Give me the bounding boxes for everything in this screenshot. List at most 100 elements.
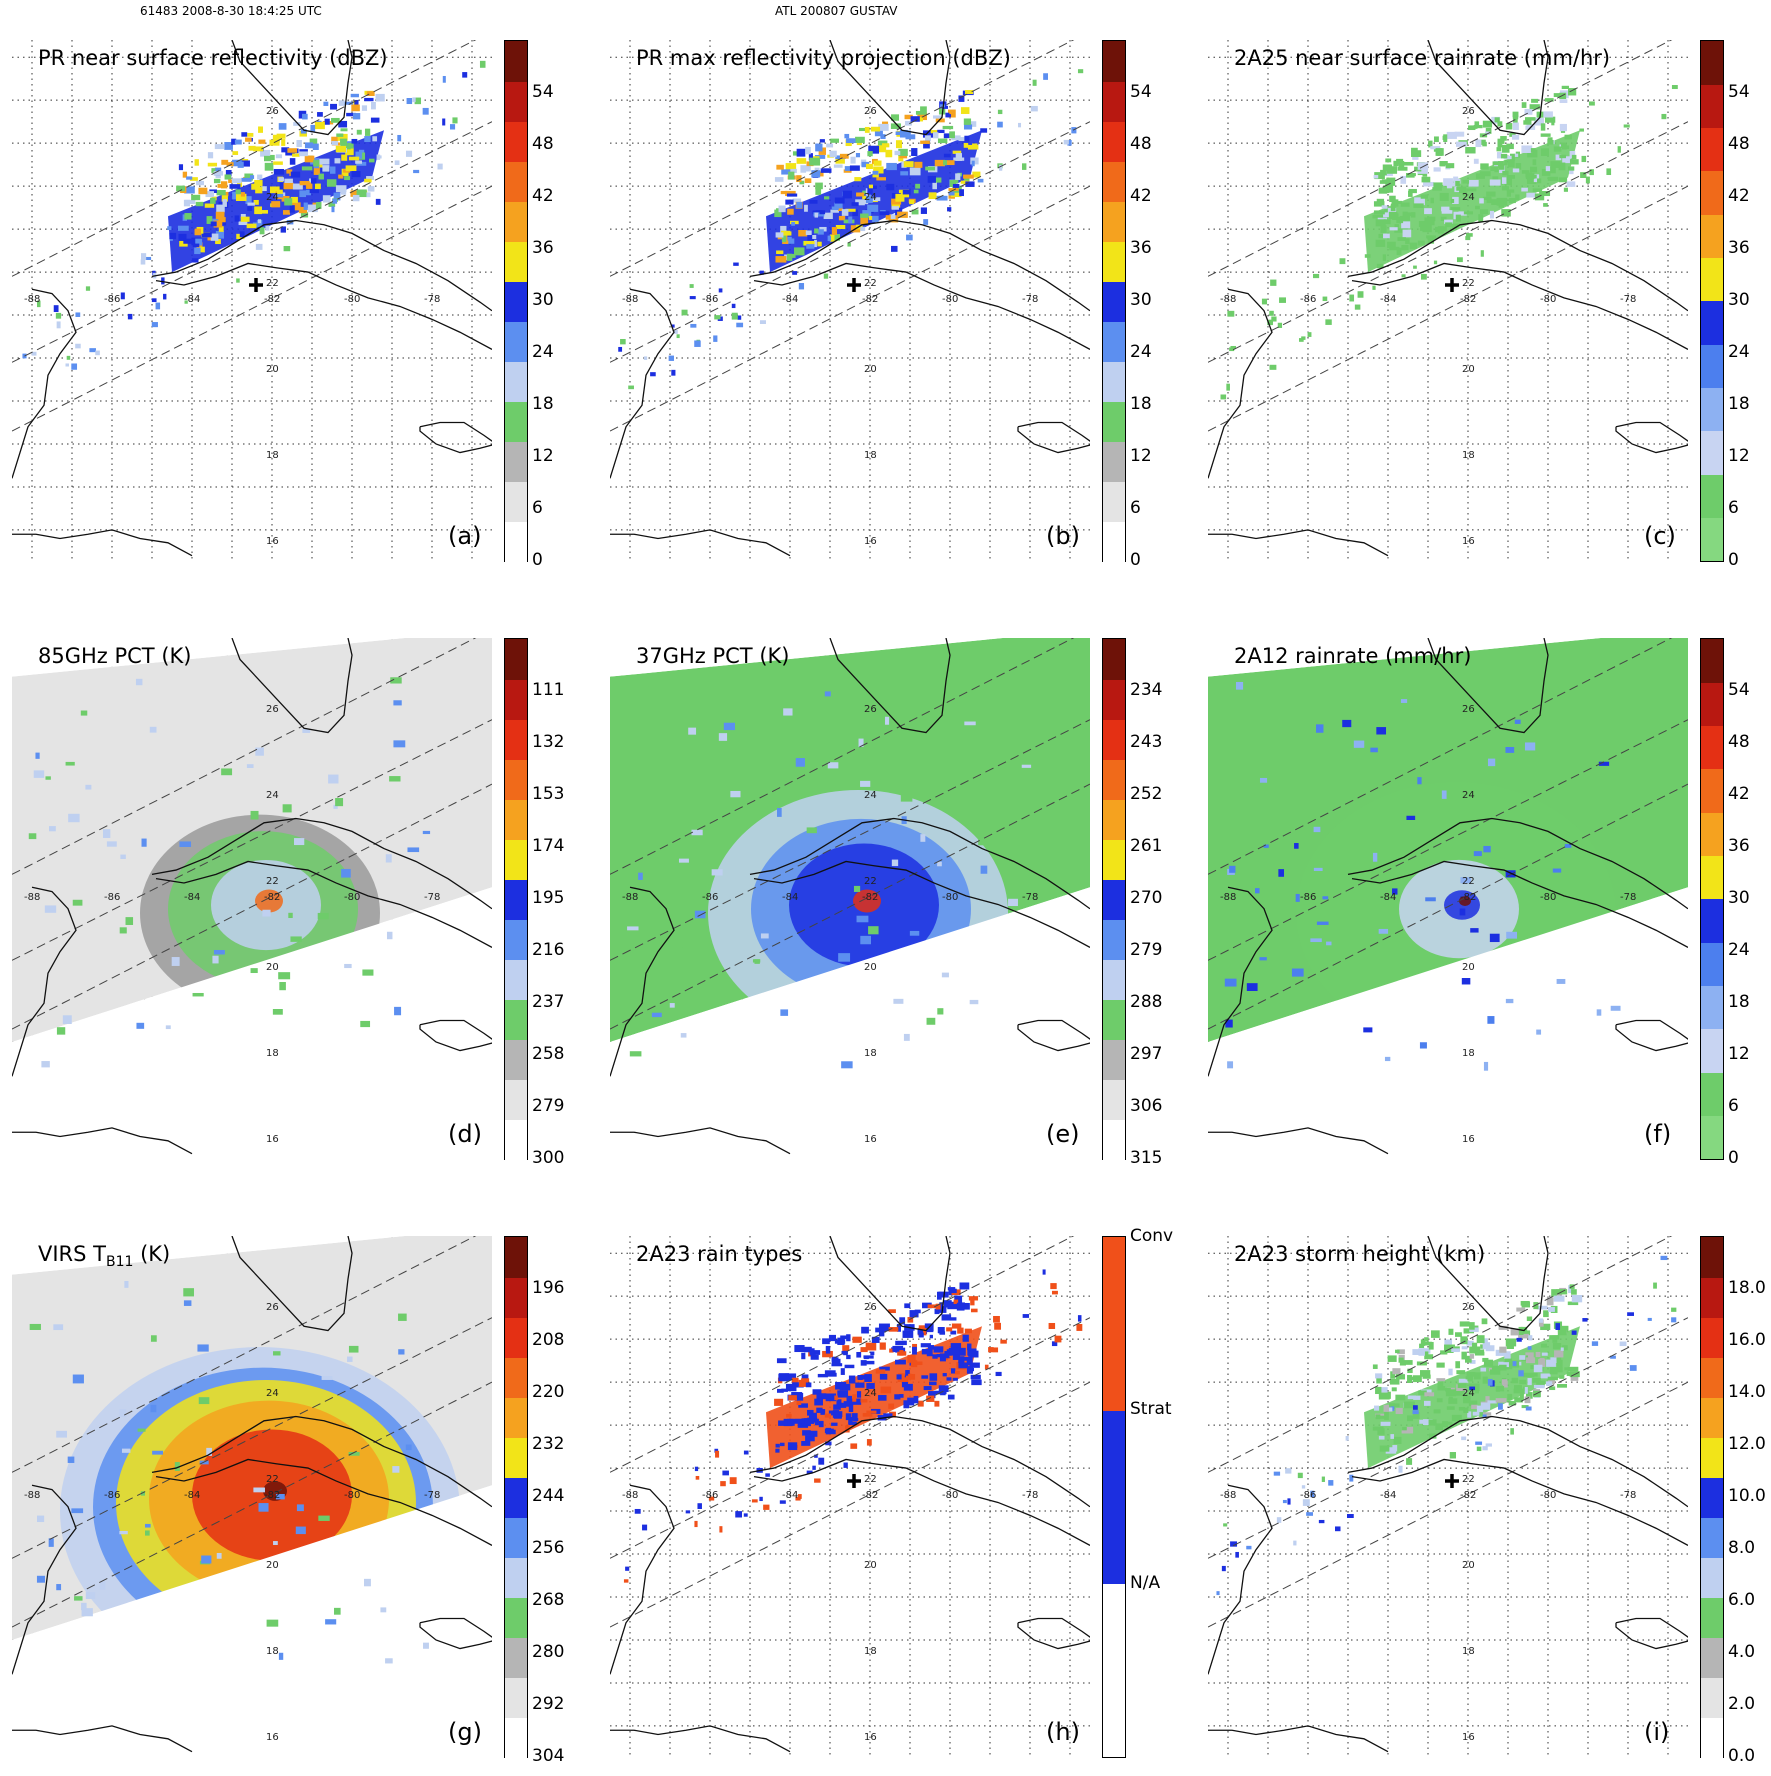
rain-pixel [1449, 1452, 1456, 1459]
rain-pixel [219, 219, 227, 226]
colorbar-tick-label: 132 [532, 732, 565, 752]
storm-ring [255, 889, 283, 913]
rain-pixel [845, 208, 856, 212]
rain-pixel [1378, 1435, 1385, 1440]
rain-pixel [731, 303, 736, 309]
rain-pixel [1418, 1348, 1425, 1356]
rain-pixel [1397, 237, 1406, 241]
rain-pixel [1569, 150, 1576, 159]
rain-pixel [1372, 285, 1376, 290]
rain-pixel [1301, 1485, 1306, 1489]
rain-pixel [272, 1008, 283, 1015]
rain-pixel [779, 1500, 786, 1504]
lon-label: -82 [1460, 1490, 1476, 1501]
lat-label: 20 [864, 962, 877, 973]
rain-pixel [1407, 1395, 1417, 1400]
swath-edge [610, 1381, 1090, 1628]
rain-pixel [253, 199, 259, 205]
rain-pixel [1269, 310, 1274, 316]
rain-pixel [364, 178, 372, 183]
rain-pixel [890, 123, 902, 130]
rain-pixel [932, 115, 943, 119]
rain-pixel [718, 288, 723, 293]
rain-pixel [1235, 681, 1244, 690]
rain-pixel [150, 1404, 157, 1413]
rain-pixel [776, 1388, 784, 1393]
rain-pixel [68, 813, 80, 823]
lat-label: 16 [1462, 1732, 1475, 1743]
rain-pixel [1513, 153, 1519, 157]
colorbar-segment [1701, 899, 1723, 943]
rain-pixel [862, 1413, 873, 1417]
rain-pixel [964, 721, 976, 726]
colorbar-segment [1103, 879, 1125, 920]
rain-pixel [1328, 1480, 1334, 1486]
rain-pixel [1401, 274, 1406, 278]
rain-pixel [911, 148, 918, 157]
rain-pixel [1508, 198, 1516, 204]
rain-pixel [405, 1444, 412, 1451]
rain-pixel [901, 1340, 907, 1346]
rain-pixel [1483, 1412, 1492, 1416]
swath-edge [610, 185, 1090, 432]
storm-center-marker [847, 277, 861, 292]
rain-pixel [1051, 1341, 1058, 1347]
rain-pixel [956, 1347, 966, 1356]
rain-pixel [860, 226, 866, 232]
lat-label: 16 [864, 1732, 877, 1743]
rain-pixel [1589, 169, 1594, 176]
rain-pixel [221, 768, 233, 776]
rain-pixel [1412, 1349, 1424, 1355]
coastline [1208, 886, 1273, 1077]
rain-pixel [151, 322, 158, 328]
rain-pixel [801, 1378, 810, 1382]
rain-pixel [1372, 1364, 1378, 1369]
rain-pixel [449, 124, 456, 130]
rain-pixel [1400, 699, 1408, 703]
rain-pixel [864, 1360, 875, 1365]
rain-pixel [1439, 161, 1448, 167]
rain-pixel [338, 174, 344, 179]
rain-pixel [341, 868, 351, 878]
rain-pixel [895, 207, 903, 216]
coastline [231, 638, 353, 734]
rain-pixel [238, 221, 248, 226]
rain-pixel [1535, 1351, 1541, 1358]
colorbar-tick-label: 36 [1728, 836, 1750, 856]
rain-pixel [936, 195, 948, 201]
rain-pixel [366, 176, 374, 180]
rain-pixel [911, 209, 919, 215]
colorbar-segment [1701, 1437, 1723, 1478]
rain-pixel [405, 150, 413, 157]
rain-pixel [835, 1358, 841, 1366]
rain-pixel [1382, 164, 1393, 171]
rain-pixel [778, 1373, 789, 1382]
storm-ring [853, 889, 881, 913]
colorbar [1700, 1236, 1724, 1758]
rain-pixel [788, 1395, 798, 1401]
rain-pixel [1459, 189, 1466, 194]
rain-pixel [1395, 1374, 1406, 1380]
rain-pixel [1295, 893, 1300, 902]
rain-pixel [213, 220, 223, 228]
rain-pixel [1406, 1458, 1413, 1465]
coastline [12, 1725, 193, 1753]
panel-title: 85GHz PCT (K) [38, 644, 191, 668]
lon-label: -84 [782, 1490, 798, 1501]
rain-pixel [1375, 1386, 1382, 1395]
rain-pixel [195, 201, 204, 207]
rain-pixel [314, 121, 325, 130]
rain-pixel [1377, 1428, 1385, 1435]
lon-label: -82 [264, 294, 280, 305]
rain-pixel [241, 177, 252, 182]
rain-pixel [332, 198, 338, 204]
rain-pixel [296, 1504, 304, 1512]
rain-pixel [623, 1579, 629, 1583]
rain-pixel [1521, 1302, 1531, 1308]
rain-pixel [1406, 1426, 1414, 1434]
rain-pixel [85, 1592, 96, 1599]
rain-pixel [1420, 226, 1427, 231]
rain-pixel [1462, 191, 1468, 196]
rain-pixel [1458, 1378, 1469, 1383]
